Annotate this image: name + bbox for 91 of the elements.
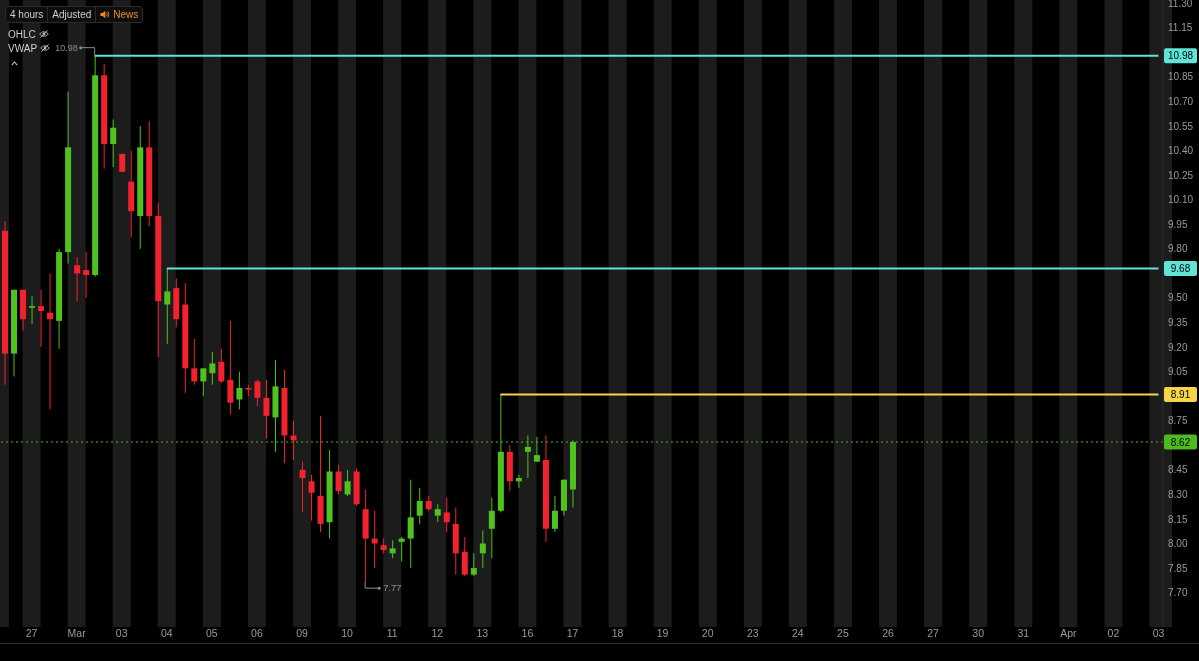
y-tick-label: 10.10 [1168, 194, 1194, 206]
candlestick [344, 469, 351, 497]
y-tick-label: 8.75 [1168, 415, 1188, 427]
ref-line-label: 8.62 [1170, 436, 1191, 448]
y-tick-label: 8.45 [1168, 464, 1188, 476]
ref-line-label: 9.68 [1170, 262, 1191, 274]
candlestick [254, 379, 261, 407]
candlestick [389, 539, 396, 559]
annotation: VWAP [8, 42, 38, 54]
x-tick-label: 12 [431, 627, 444, 640]
y-tick-label: 7.85 [1168, 562, 1188, 574]
candlestick [551, 495, 558, 533]
x-tick-label: 10 [341, 627, 354, 640]
candlestick [515, 474, 522, 489]
y-tick-label: 11.15 [1168, 22, 1193, 34]
x-tick-label: 04 [160, 627, 173, 640]
candlestick [47, 272, 54, 410]
x-tick-label: 27 [927, 627, 940, 640]
candlestick [38, 289, 45, 348]
y-tick-label: 9.20 [1168, 341, 1188, 353]
y-tick-label: 8.00 [1168, 538, 1188, 550]
x-tick-label: 02 [1107, 627, 1120, 640]
y-tick-label: 9.35 [1168, 317, 1188, 329]
annotation: 4 hours [10, 9, 44, 20]
y-tick-label: 10.85 [1168, 71, 1194, 83]
y-tick-label: 9.05 [1168, 366, 1188, 378]
x-tick-label: 19 [656, 627, 669, 640]
x-tick-label: 06 [251, 627, 263, 640]
ref-line-label: 8.91 [1170, 389, 1191, 401]
candlestick [218, 348, 225, 384]
x-tick-label: 23 [746, 627, 759, 640]
x-tick-label: 03 [1152, 627, 1165, 640]
x-tick-label: 05 [206, 627, 218, 640]
x-tick-label: 09 [296, 627, 309, 640]
x-tick-label: 11 [386, 627, 398, 640]
y-tick-label: 8.30 [1168, 488, 1188, 500]
candlestick [443, 497, 450, 533]
candlestick [398, 536, 405, 563]
x-tick-label: 13 [476, 627, 489, 640]
candlestick [236, 371, 243, 410]
annotation: OHLC [8, 28, 36, 40]
y-tick-label: 10.55 [1168, 120, 1194, 132]
candlestick [191, 338, 198, 386]
candlestick [434, 503, 441, 523]
candlestick [299, 461, 306, 513]
candlestick [74, 256, 81, 302]
candlestick [110, 119, 117, 168]
candlestick [470, 552, 477, 577]
y-tick-label: 11.30 [1168, 0, 1193, 9]
y-tick-label: 10.25 [1168, 169, 1194, 181]
x-tick-label: 03 [115, 627, 128, 640]
annotation: Adjusted [52, 9, 92, 20]
y-tick-label: 9.95 [1168, 218, 1188, 230]
candlestick [407, 479, 414, 569]
candlestick [83, 251, 90, 299]
candlestick [335, 464, 342, 495]
annotation: 10.98 [55, 42, 78, 53]
candlestick [371, 510, 378, 569]
y-tick-label: 9.50 [1168, 292, 1188, 304]
y-tick-label: 10.70 [1168, 96, 1194, 108]
x-tick-label: Apr [1060, 627, 1078, 640]
ref-line-label: 10.98 [1167, 50, 1194, 62]
x-tick-label: 18 [611, 627, 624, 640]
candlestick [164, 267, 171, 345]
annotation: 7.77 [383, 582, 402, 594]
candlestick [416, 487, 423, 525]
candlestick [308, 474, 315, 522]
x-tick-label: 16 [521, 627, 534, 640]
x-tick-label: 25 [837, 627, 849, 640]
x-tick-label: 26 [882, 627, 895, 640]
candlestick [488, 497, 495, 559]
x-tick-label: 30 [972, 627, 985, 640]
candlestick [209, 351, 216, 386]
candlestick [200, 367, 207, 397]
x-tick-label: 20 [701, 627, 714, 640]
y-tick-label: 8.15 [1168, 513, 1188, 525]
y-tick-label: 7.70 [1168, 587, 1188, 599]
x-tick-label: 24 [792, 627, 804, 640]
candlestick [479, 529, 486, 569]
candlestick [227, 320, 234, 415]
x-tick-label: 27 [25, 627, 38, 640]
y-tick-label: 9.80 [1168, 243, 1188, 255]
annotation: News [113, 9, 139, 20]
x-tick-label: Mar [67, 627, 87, 640]
x-tick-label: 31 [1017, 627, 1030, 640]
x-tick-label: 17 [566, 627, 579, 640]
candlestick [461, 536, 468, 577]
candlestick [263, 379, 270, 440]
candlestick [29, 295, 36, 325]
candlestick [290, 420, 297, 461]
y-tick-label: 10.40 [1168, 145, 1194, 157]
